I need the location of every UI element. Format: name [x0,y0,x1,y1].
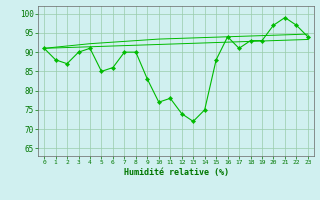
X-axis label: Humidité relative (%): Humidité relative (%) [124,168,228,177]
